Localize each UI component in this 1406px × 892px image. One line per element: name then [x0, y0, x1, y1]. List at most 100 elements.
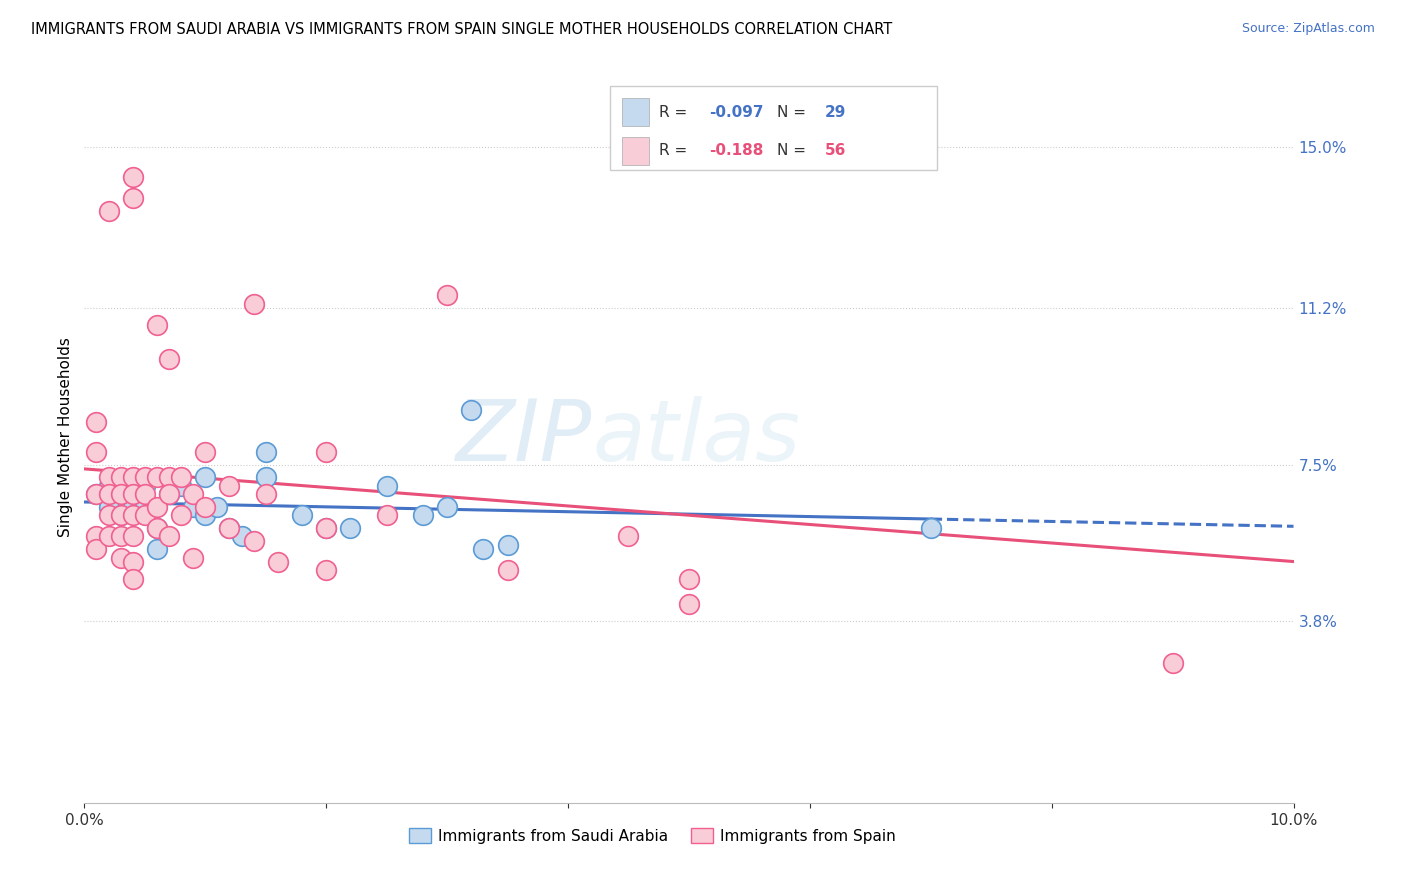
Point [86, 487, 108, 501]
Point [121, 508, 143, 523]
Text: IMMIGRANTS FROM SAUDI ARABIA VS IMMIGRANTS FROM SPAIN SINGLE MOTHER HOUSEHOLDS C: IMMIGRANTS FROM SAUDI ARABIA VS IMMIGRAN… [31, 22, 893, 37]
Point [194, 470, 217, 484]
Point [194, 445, 217, 459]
Point [134, 470, 156, 484]
Point [121, 572, 143, 586]
Point [315, 521, 337, 535]
Point [157, 487, 180, 501]
Point [1161, 657, 1184, 671]
Point [496, 563, 519, 577]
FancyBboxPatch shape [623, 98, 650, 126]
Point [291, 508, 314, 523]
Point [97, 470, 120, 484]
Point [97, 508, 120, 523]
Point [472, 542, 495, 557]
Point [86, 487, 108, 501]
Point [218, 521, 240, 535]
Point [207, 500, 229, 514]
Point [920, 521, 942, 535]
Point [170, 508, 193, 523]
Point [157, 529, 180, 543]
Text: ZIP: ZIP [456, 395, 592, 479]
Point [121, 555, 143, 569]
Point [146, 318, 169, 332]
Point [146, 542, 169, 557]
Point [157, 351, 180, 366]
Point [315, 521, 337, 535]
Point [254, 470, 277, 484]
Point [121, 487, 143, 501]
Point [254, 445, 277, 459]
Text: R =: R = [659, 104, 692, 120]
Point [121, 500, 143, 514]
Point [436, 288, 458, 302]
Point [231, 529, 253, 543]
Point [436, 500, 458, 514]
Legend: Immigrants from Saudi Arabia, Immigrants from Spain: Immigrants from Saudi Arabia, Immigrants… [404, 822, 903, 850]
Point [86, 415, 108, 429]
Point [194, 500, 217, 514]
Point [86, 445, 108, 459]
Text: N =: N = [778, 104, 811, 120]
Y-axis label: Single Mother Households: Single Mother Households [58, 337, 73, 537]
Point [412, 508, 434, 523]
Point [97, 479, 120, 493]
Point [86, 542, 108, 557]
Text: -0.097: -0.097 [710, 104, 763, 120]
Point [134, 508, 156, 523]
Point [97, 529, 120, 543]
Point [110, 508, 132, 523]
Text: -0.188: -0.188 [710, 144, 763, 159]
Point [146, 470, 169, 484]
Point [194, 508, 217, 523]
Point [218, 479, 240, 493]
Point [181, 500, 204, 514]
FancyBboxPatch shape [610, 86, 936, 170]
Point [97, 203, 120, 218]
Point [170, 470, 193, 484]
Point [110, 508, 132, 523]
Point [121, 529, 143, 543]
Point [460, 402, 482, 417]
Point [157, 470, 180, 484]
Point [496, 538, 519, 552]
Point [375, 479, 398, 493]
Point [678, 140, 700, 154]
Text: Source: ZipAtlas.com: Source: ZipAtlas.com [1241, 22, 1375, 36]
Point [678, 597, 700, 611]
Point [121, 169, 143, 184]
Point [146, 500, 169, 514]
Point [242, 533, 264, 548]
Text: 29: 29 [824, 104, 846, 120]
Point [157, 487, 180, 501]
Point [134, 500, 156, 514]
Point [110, 529, 132, 543]
Point [267, 555, 290, 569]
Point [97, 487, 120, 501]
Text: N =: N = [778, 144, 811, 159]
Text: R =: R = [659, 144, 692, 159]
Point [375, 508, 398, 523]
Point [617, 529, 640, 543]
Point [110, 487, 132, 501]
Point [254, 487, 277, 501]
Point [678, 572, 700, 586]
Point [146, 521, 169, 535]
Point [110, 470, 132, 484]
Point [170, 479, 193, 493]
Point [134, 479, 156, 493]
Text: atlas: atlas [592, 395, 800, 479]
Point [181, 550, 204, 565]
Point [121, 191, 143, 205]
Point [97, 500, 120, 514]
Point [218, 521, 240, 535]
Point [146, 521, 169, 535]
Point [315, 563, 337, 577]
Point [242, 297, 264, 311]
Text: 56: 56 [824, 144, 846, 159]
Point [339, 521, 361, 535]
FancyBboxPatch shape [623, 137, 650, 165]
Point [134, 487, 156, 501]
Point [181, 487, 204, 501]
Point [315, 445, 337, 459]
